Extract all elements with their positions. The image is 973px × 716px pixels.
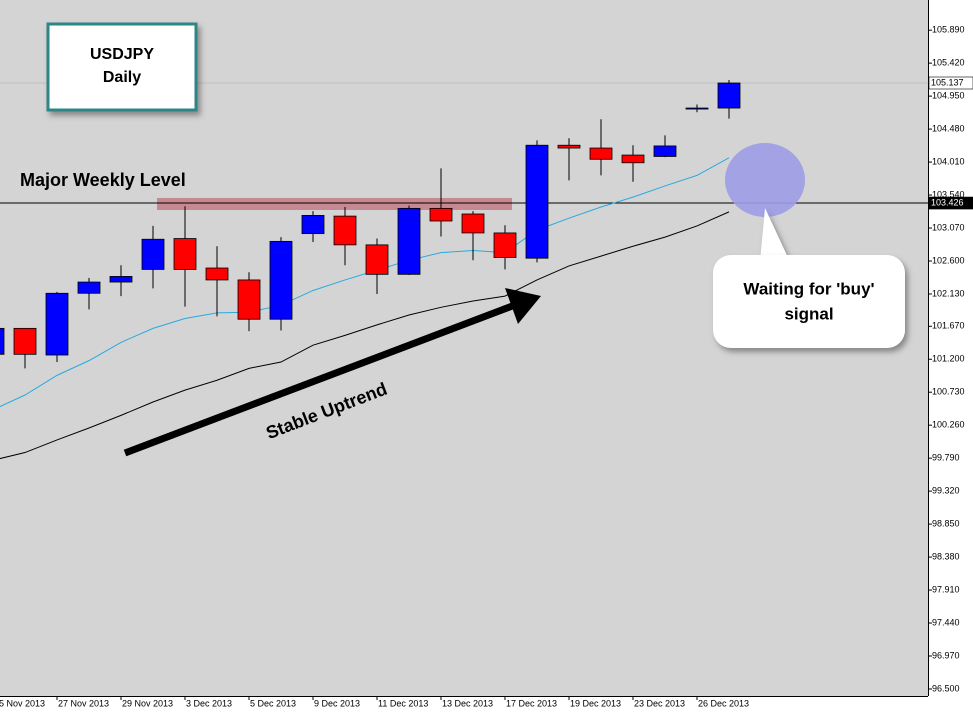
y-tick-label: 97.910 (932, 584, 960, 594)
plot (0, 79, 928, 460)
moving-average (0, 157, 730, 408)
y-tick-label: 104.950 (932, 90, 965, 100)
y-tick-label: 98.380 (932, 551, 960, 561)
x-tick-label: 27 Nov 2013 (58, 698, 109, 708)
y-tick-label: 103.540 (932, 189, 965, 199)
arrow-head (505, 288, 541, 324)
candle-body (461, 213, 485, 234)
y-tick-label: 100.730 (932, 387, 965, 397)
moving-average (0, 211, 730, 460)
candle-body (109, 276, 133, 283)
callout-line: signal (784, 304, 833, 323)
candle-body (77, 281, 101, 294)
y-tick-label: 102.130 (932, 288, 965, 298)
subtitle: Daily (103, 69, 141, 86)
candle-body (621, 154, 645, 164)
candle-body (0, 327, 5, 355)
candle-body (365, 244, 389, 275)
x-tick-label: 25 Nov 2013 (0, 698, 45, 708)
price-label: 103.426 (931, 197, 964, 207)
x-tick-label: 11 Dec 2013 (378, 698, 428, 708)
y-tick-label: 104.480 (932, 123, 965, 133)
price-label-box (928, 196, 973, 210)
callout-line: Waiting for 'buy' (743, 279, 874, 298)
y-tick-label: 96.500 (932, 683, 960, 693)
y-tick-label: 97.440 (932, 617, 960, 627)
x-tick-label: 9 Dec 2013 (314, 698, 360, 708)
y-tick-label: 102.600 (932, 255, 965, 265)
y-tick-label: 103.070 (932, 222, 965, 232)
trend-arrow (123, 301, 517, 457)
y-tick-label: 99.320 (932, 486, 960, 496)
x-tick-label: 3 Dec 2013 (186, 698, 232, 708)
candle-body (301, 214, 325, 235)
candle-body (205, 267, 229, 281)
x-tick-label: 29 Nov 2013 (122, 698, 173, 708)
weekly-level-band (157, 198, 512, 210)
candle-body (557, 144, 581, 149)
candle-body (653, 145, 677, 157)
candle-body (589, 147, 613, 160)
x-tick-label: 26 Dec 2013 (698, 698, 749, 708)
x-tick-label: 5 Dec 2013 (250, 698, 296, 708)
candle-body (397, 207, 421, 275)
level-label: Major Weekly Level (20, 170, 186, 190)
candle-body (525, 144, 549, 259)
y-tick-label: 100.260 (932, 420, 965, 430)
candle-body (493, 232, 517, 258)
y-tick-label: 105.420 (932, 58, 965, 68)
y-tick-label: 105.890 (932, 25, 965, 35)
callout-tail (760, 208, 790, 262)
y-tick-label: 98.850 (932, 518, 960, 528)
price-label: 105.137 (931, 77, 964, 87)
callout-box (713, 255, 905, 348)
y-tick-label: 104.010 (932, 156, 965, 166)
x-tick-label: 17 Dec 2013 (506, 698, 557, 708)
candle-body (269, 240, 293, 320)
y-tick-label: 99.790 (932, 453, 960, 463)
candle-body (717, 82, 741, 109)
candle-body (685, 107, 709, 110)
y-tick-label: 101.200 (932, 354, 965, 364)
x-tick-label: 19 Dec 2013 (570, 698, 621, 708)
y-tick-label: 96.970 (932, 650, 960, 660)
candle-body (333, 215, 357, 246)
price-label-box (928, 76, 973, 90)
y-tick-label: 101.670 (932, 321, 965, 331)
candle-body (45, 292, 69, 356)
title-box (46, 22, 198, 112)
x-tick-label: 13 Dec 2013 (442, 698, 493, 708)
candle-body (429, 207, 453, 222)
candle-body (141, 238, 165, 270)
x-tick-label: 23 Dec 2013 (634, 698, 685, 708)
y-axis-ticks: 96.500 96.970 97.440 97.910 98.380 98.850 99.3… (928, 25, 965, 693)
signal-circle (725, 143, 805, 217)
title: USDJPY (90, 46, 154, 63)
candle-body (13, 327, 37, 355)
candle-body (237, 279, 261, 320)
candle-body (173, 238, 197, 270)
